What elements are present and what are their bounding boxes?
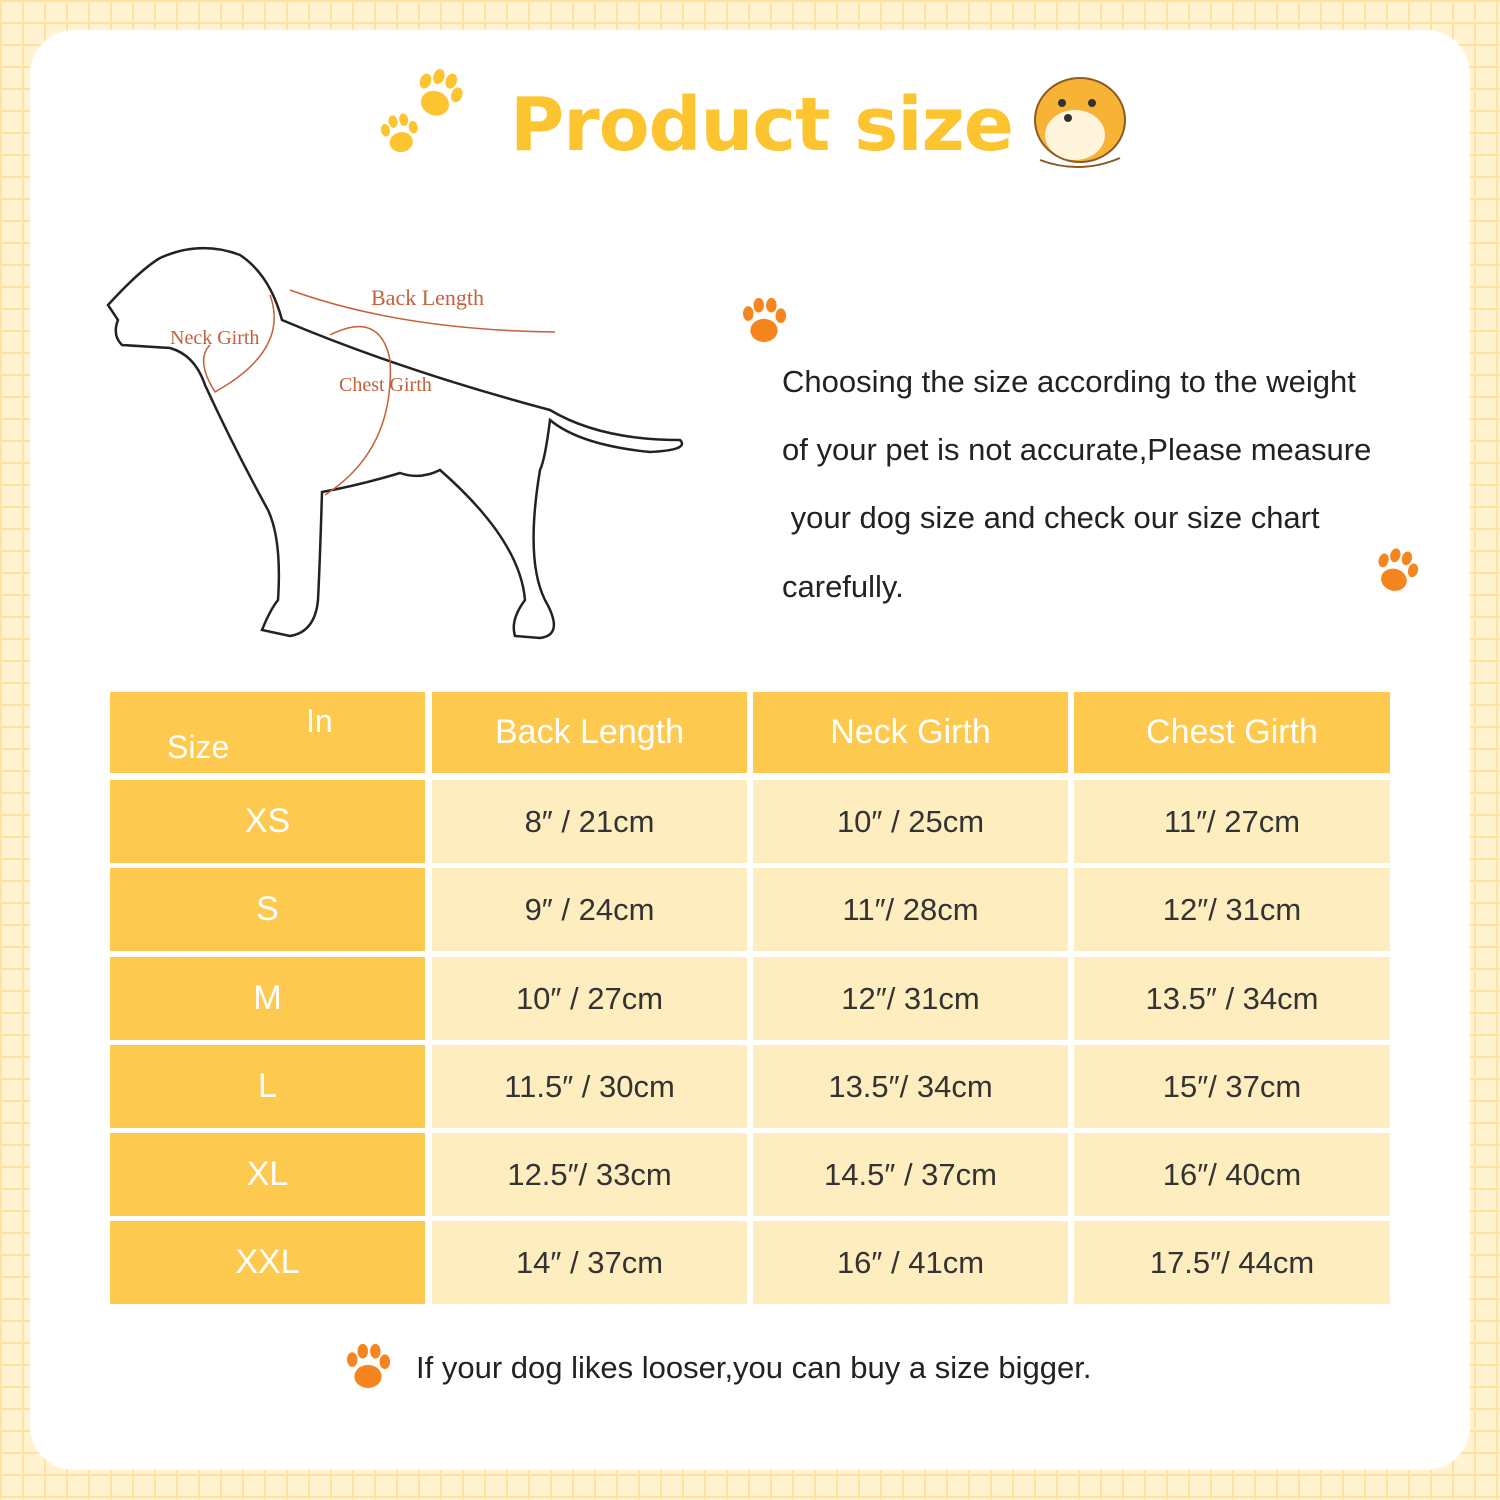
- size-value: 16″/ 40cm: [1074, 1133, 1390, 1216]
- diagram-label: Neck Girth: [170, 327, 260, 349]
- note-line: your dog size and check our size chart: [782, 500, 1320, 535]
- shiba-icon: [1034, 77, 1126, 168]
- title: Product size: [510, 82, 1014, 168]
- note-line: Choosing the size according to the weigh…: [782, 364, 1356, 399]
- size-value: 16″ / 41cm: [753, 1221, 1068, 1304]
- size-label: XS: [110, 780, 425, 863]
- column-header: Back Length: [432, 692, 747, 773]
- note-line: of your pet is not accurate,Please measu…: [782, 432, 1372, 467]
- size-label: L: [110, 1045, 425, 1128]
- diagram-label: Back Length: [371, 285, 485, 310]
- column-header: Chest Girth: [1074, 692, 1390, 773]
- size-label: M: [110, 957, 425, 1040]
- size-label: XXL: [110, 1221, 425, 1304]
- size-value: 14″ / 37cm: [432, 1221, 747, 1304]
- footer-note: If your dog likes looser,you can buy a s…: [416, 1350, 1092, 1385]
- size-value: 12.5″/ 33cm: [432, 1133, 747, 1216]
- size-value: 11″/ 27cm: [1074, 780, 1390, 863]
- size-value: 15″/ 37cm: [1074, 1045, 1390, 1128]
- size-value: 13.5″ / 34cm: [1074, 957, 1390, 1040]
- diagram-label: Chest Girth: [339, 374, 432, 396]
- title-paws: [378, 63, 469, 155]
- size-value: 17.5″/ 44cm: [1074, 1221, 1390, 1304]
- size-value: 12″/ 31cm: [1074, 868, 1390, 951]
- size-value: 12″/ 31cm: [753, 957, 1068, 1040]
- size-value: 11.5″ / 30cm: [432, 1045, 747, 1128]
- size-label: XL: [110, 1133, 425, 1216]
- size-value: 8″ / 21cm: [432, 780, 747, 863]
- size-label: S: [110, 868, 425, 951]
- size-value: 10″ / 25cm: [753, 780, 1068, 863]
- size-value: 10″ / 27cm: [432, 957, 747, 1040]
- size-value: 14.5″ / 37cm: [753, 1133, 1068, 1216]
- corner-cell: [110, 692, 425, 773]
- note-line: carefully.: [782, 569, 904, 604]
- size-value: 11″/ 28cm: [753, 868, 1068, 951]
- dog-diagram: [106, 247, 684, 640]
- size-value: 9″ / 24cm: [432, 868, 747, 951]
- corner-bottom: Size: [167, 729, 230, 765]
- size-value: 13.5″/ 34cm: [753, 1045, 1068, 1128]
- column-header: Neck Girth: [753, 692, 1068, 773]
- corner-top: In: [306, 703, 333, 739]
